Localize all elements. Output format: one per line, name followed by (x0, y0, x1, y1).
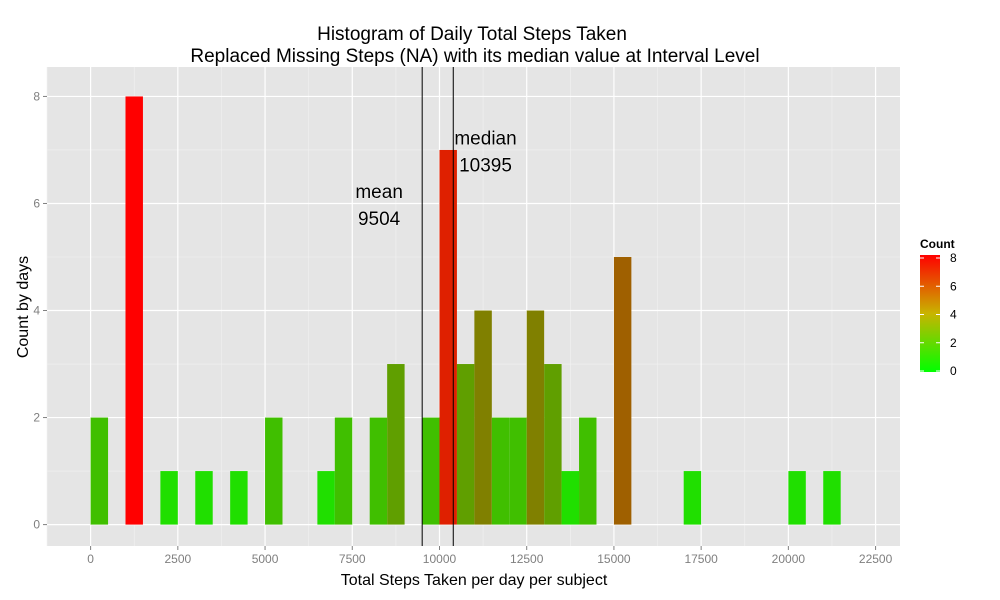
histogram-bar (265, 417, 283, 525)
histogram-bar (456, 364, 475, 525)
mean-label: mean (355, 182, 403, 203)
y-tick-label: 8 (33, 89, 40, 103)
annotations: mean 9504 median 10395 (355, 128, 517, 230)
histogram-bar (439, 149, 457, 525)
histogram-bar (509, 417, 527, 525)
y-axis: 0 2 4 6 8 (33, 89, 47, 532)
x-tick-label: 17500 (684, 552, 718, 566)
histogram-bar (387, 364, 405, 525)
x-axis: 0 2500 5000 7500 10000 12500 15000 17500 20000 22… (87, 546, 893, 566)
legend: Count 0 2 4 6 8 (920, 237, 957, 378)
median-label: median (454, 129, 516, 150)
legend-colorbar (920, 255, 940, 372)
x-tick-label: 20000 (772, 552, 806, 566)
median-value: 10395 (459, 155, 512, 176)
x-axis-title: Total Steps Taken per day per subject (341, 572, 608, 589)
y-tick-label: 2 (33, 411, 40, 425)
histogram-bar (613, 256, 632, 525)
histogram-bar (491, 417, 510, 525)
mean-value: 9504 (358, 209, 401, 230)
legend-ticks: 0 2 4 6 8 (920, 251, 957, 378)
histogram-bar (474, 310, 492, 525)
histogram-bar (230, 471, 248, 525)
histogram-bar (195, 471, 213, 525)
chart-title: Histogram of Daily Total Steps Taken (317, 24, 627, 45)
legend-tick-label: 8 (950, 251, 957, 265)
x-tick-label: 7500 (339, 552, 366, 566)
legend-tick-label: 6 (950, 279, 957, 293)
histogram-bar (160, 471, 178, 525)
legend-tick-label: 4 (950, 308, 957, 322)
histogram-bar (683, 471, 702, 525)
x-tick-label: 12500 (510, 552, 544, 566)
y-tick-label: 0 (33, 518, 40, 532)
histogram-bar (334, 417, 353, 525)
bars (90, 96, 841, 525)
histogram-bar (90, 417, 109, 525)
y-tick-label: 4 (33, 304, 40, 318)
x-tick-label: 10000 (423, 552, 457, 566)
x-tick-label: 2500 (164, 552, 191, 566)
x-tick-label: 0 (87, 552, 94, 566)
histogram-bar (788, 471, 806, 525)
histogram-bar (544, 364, 562, 525)
histogram-bar (561, 471, 580, 525)
histogram-bar (823, 471, 841, 525)
y-axis-title: Count by days (15, 256, 32, 358)
histogram-bar (579, 417, 597, 525)
legend-tick-label: 2 (950, 336, 957, 350)
reference-lines (421, 67, 454, 546)
legend-tick-label: 0 (950, 364, 957, 378)
histogram-bar (125, 96, 143, 525)
histogram-bar (317, 471, 335, 525)
histogram-bar (526, 310, 545, 525)
histogram-bar (369, 417, 388, 525)
y-tick-label: 6 (33, 196, 40, 210)
x-tick-label: 15000 (597, 552, 631, 566)
x-tick-label: 22500 (859, 552, 893, 566)
chart-subtitle: Replaced Missing Steps (NA) with its med… (190, 46, 759, 67)
x-tick-label: 5000 (252, 552, 279, 566)
histogram-bar (422, 417, 440, 525)
legend-title: Count (920, 237, 955, 251)
